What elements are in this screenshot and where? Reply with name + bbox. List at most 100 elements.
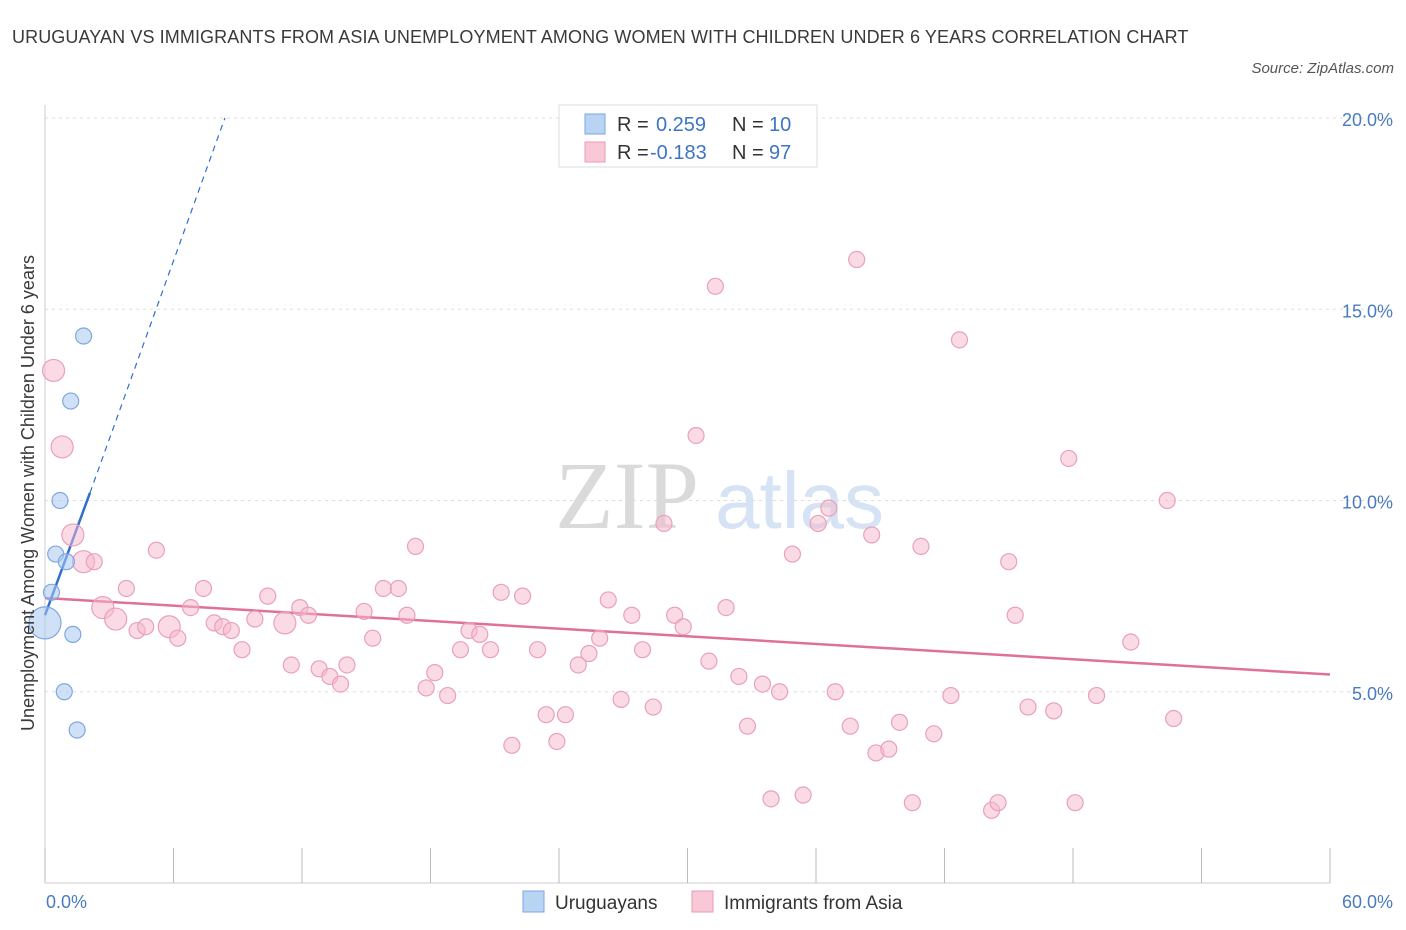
scatter-point-asia: [355, 602, 373, 621]
scatter-point-asia: [633, 641, 652, 659]
scatter-point-uruguayans: [64, 625, 82, 643]
legend-r-label-1: R =: [617, 114, 649, 136]
scatter-point-asia: [912, 537, 930, 556]
trend-line-uruguayans-extension: [89, 117, 226, 494]
scatter-point-asia: [417, 679, 435, 697]
trend-lines: [43, 117, 1331, 676]
series-uruguayans: [28, 327, 93, 739]
scatter-point-asia: [246, 610, 264, 628]
scatter-point-asia: [623, 606, 641, 624]
y-tick-label: 20.0%: [1342, 110, 1393, 130]
legend-swatch-asia-bottom: [691, 890, 714, 913]
scatter-point-asia: [331, 675, 350, 693]
scatter-point-asia: [61, 523, 85, 547]
legend-r-value-1: 0.259: [656, 114, 706, 136]
scatter-point-asia: [863, 526, 881, 544]
scatter-point-asia: [1006, 606, 1024, 624]
y-tick-label: 15.0%: [1342, 301, 1393, 321]
watermark-atlas: atlas: [715, 456, 884, 545]
legend-n-label-1: N =: [732, 114, 764, 136]
scatter-point-asia: [117, 579, 135, 598]
scatter-point-uruguayans: [51, 491, 69, 510]
source-label: Source: ZipAtlas.com: [1251, 60, 1394, 77]
legend-label-uruguayans: Uruguayans: [555, 893, 657, 914]
scatter-point-asia: [1087, 686, 1106, 705]
legend-n-value-2: 97: [769, 142, 791, 164]
scatter-point-asia: [717, 598, 735, 617]
y-axis-label: Unemployment Among Women with Children U…: [18, 255, 38, 731]
legend-n-label-2: N =: [732, 142, 764, 164]
scatter-point-asia: [738, 717, 757, 735]
scatter-point-uruguayans: [28, 606, 62, 640]
scatter-point-asia: [890, 713, 909, 731]
legend-label-asia: Immigrants from Asia: [724, 893, 903, 914]
scatter-point-asia: [338, 656, 356, 674]
legend-n-value-1: 10: [769, 114, 791, 136]
axes: [44, 105, 1331, 884]
scatter-point-asia: [259, 587, 277, 605]
scatter-point-uruguayans: [74, 327, 93, 345]
watermark: ZIP atlas: [555, 442, 884, 549]
scatter-point-asia: [169, 629, 187, 647]
x-tick-label-max: 60.0%: [1342, 892, 1393, 912]
scatter-point-asia: [406, 537, 425, 556]
scatter-point-asia: [1165, 709, 1183, 728]
legend-swatch-asia: [584, 141, 606, 163]
scatter-point-asia: [644, 698, 662, 716]
scatter-point-asia: [950, 331, 969, 349]
x-tick-label-min: 0.0%: [46, 892, 87, 912]
watermark-zip: ZIP: [555, 442, 699, 549]
scatter-point-asia: [41, 358, 66, 383]
scatter-point-asia: [612, 690, 630, 709]
scatter-point-asia: [1019, 698, 1037, 716]
series-legend: Uruguayans Immigrants from Asia: [522, 890, 903, 914]
legend-r-value-2: -0.183: [650, 142, 707, 164]
scatter-point-asia: [194, 579, 213, 598]
scatter-point-asia: [700, 652, 718, 670]
scatter-point-asia: [925, 725, 943, 743]
scatter-point-asia: [503, 736, 521, 754]
scatter-point-asia: [753, 675, 772, 693]
scatter-point-uruguayans: [62, 392, 80, 410]
scatter-point-asia: [841, 717, 859, 735]
scatter-point-asia: [569, 656, 587, 674]
scatter-point-asia: [50, 435, 74, 459]
scatter-point-asia: [537, 706, 555, 724]
scatter-point-asia: [848, 250, 866, 269]
scatter-point-asia: [389, 579, 407, 598]
correlation-legend: R = 0.259 N = 10 R = -0.183 N = 97: [558, 104, 818, 168]
scatter-point-asia: [492, 583, 510, 601]
scatter-point-asia: [233, 641, 251, 659]
scatter-point-uruguayans: [68, 721, 86, 739]
y-tick-label: 5.0%: [1352, 684, 1393, 704]
scatter-point-asia: [374, 579, 392, 598]
scatter-point-asia: [471, 625, 489, 643]
scatter-point-asia: [706, 277, 724, 295]
scatter-point-asia: [104, 607, 128, 631]
scatter-point-asia: [1060, 449, 1078, 468]
scatter-point-asia: [794, 786, 812, 804]
scatter-point-asia: [599, 591, 617, 609]
scatter-point-asia: [1158, 491, 1176, 510]
scatter-point-asia: [364, 629, 382, 647]
scatter-point-asia: [282, 656, 300, 674]
legend-swatch-uruguayans-bottom: [522, 890, 545, 913]
scatter-point-asia: [556, 706, 575, 724]
scatter-point-asia: [580, 644, 598, 663]
scatter-point-asia: [666, 606, 684, 624]
scatter-point-asia: [481, 641, 500, 659]
legend-swatch-uruguayans: [584, 113, 606, 135]
scatter-point-asia: [426, 664, 444, 682]
scatter-point-asia: [903, 794, 921, 812]
scatter-point-asia: [730, 667, 748, 686]
scatter-point-asia: [182, 598, 200, 617]
scatter-point-asia: [674, 618, 692, 636]
scatter-point-asia: [942, 686, 960, 705]
scatter-point-asia: [1000, 553, 1018, 571]
scatter-point-asia: [591, 629, 609, 647]
scatter-point-uruguayans: [57, 553, 76, 571]
scatter-point-uruguayans: [55, 683, 73, 701]
scatter-point-asia: [439, 686, 457, 705]
scatter-point-asia: [528, 641, 547, 659]
